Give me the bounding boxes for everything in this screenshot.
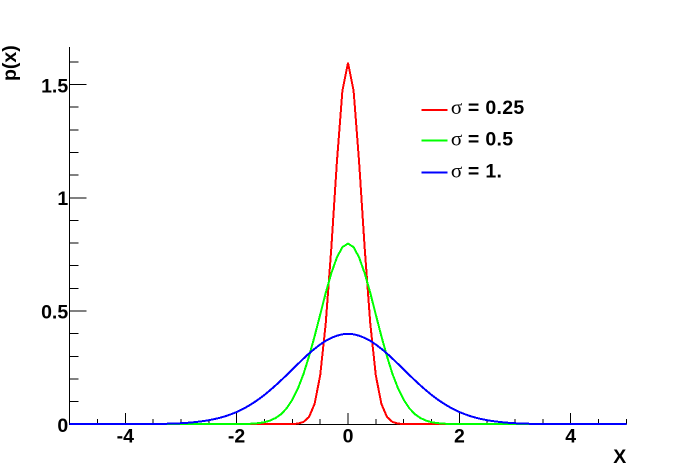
svg-text:σ = 0.5: σ = 0.5 bbox=[451, 127, 513, 151]
svg-text:0: 0 bbox=[57, 415, 68, 437]
svg-text:1: 1 bbox=[57, 188, 68, 210]
svg-text:1.5: 1.5 bbox=[41, 76, 68, 98]
svg-text:0: 0 bbox=[343, 426, 354, 448]
svg-text:-4: -4 bbox=[117, 426, 134, 448]
svg-text:σ = 1.: σ = 1. bbox=[451, 159, 502, 183]
svg-text:X: X bbox=[613, 446, 626, 468]
svg-text:4: 4 bbox=[565, 426, 576, 448]
svg-text:2: 2 bbox=[454, 426, 465, 448]
svg-text:p(x): p(x) bbox=[0, 45, 21, 81]
svg-text:σ = 0.25: σ = 0.25 bbox=[451, 95, 525, 119]
svg-text:-2: -2 bbox=[228, 426, 245, 448]
svg-text:0.5: 0.5 bbox=[41, 301, 68, 323]
